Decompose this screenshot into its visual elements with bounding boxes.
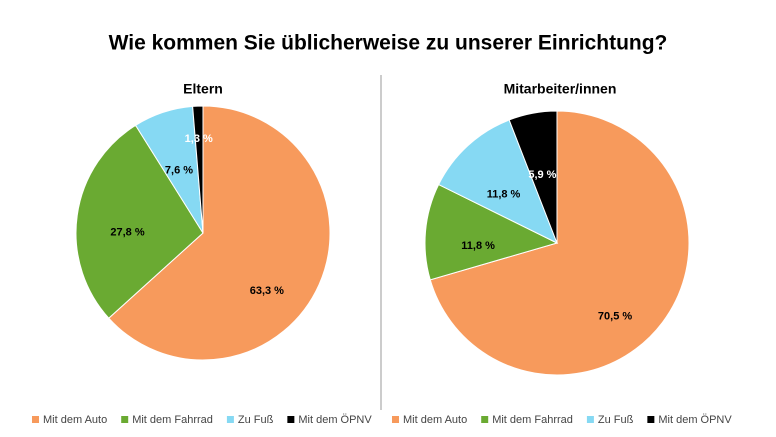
pie-slice [192, 105, 204, 234]
value-label: 63,3 % [250, 285, 284, 297]
legend-swatch [226, 416, 234, 423]
pie-slice [437, 119, 558, 245]
legend-swatch [121, 416, 129, 423]
pie-slice [108, 105, 331, 361]
legend-label: Zu Fuß [238, 414, 274, 426]
legend-label: Mit dem Fahrrad [132, 414, 213, 426]
legend-swatch [481, 416, 489, 423]
value-label: 11,8 % [461, 240, 495, 252]
legend-label: Mit dem Fahrrad [492, 414, 573, 426]
value-label: 11,8 % [487, 188, 521, 200]
value-label: 7,6 % [165, 165, 193, 177]
legend-swatch [32, 416, 39, 423]
value-label: 1,3 % [185, 133, 213, 145]
legend-label: Mit dem ÖPNV [658, 414, 732, 426]
main-title: Wie kommen Sie üblicherweise zu unserer … [109, 32, 668, 55]
value-label: 5,9 % [528, 169, 556, 181]
chart-title: Mitarbeiter/innen [504, 81, 617, 97]
pie-slice [424, 183, 559, 281]
legend-swatch [287, 416, 295, 423]
legend-label: Mit dem Auto [403, 414, 467, 426]
legend-swatch [647, 416, 655, 423]
legend-label: Mit dem ÖPNV [298, 414, 372, 426]
pie-slice [75, 124, 204, 319]
legend-swatch [392, 416, 399, 423]
legend-label: Mit dem Auto [43, 414, 107, 426]
value-label: 70,5 % [598, 310, 632, 322]
chart-title: Eltern [183, 81, 223, 97]
pie-slice [508, 110, 558, 244]
legend-label: Zu Fuß [598, 414, 634, 426]
legend-swatch [586, 416, 594, 423]
pie-slice [429, 110, 690, 376]
value-label: 27,8 % [110, 226, 144, 238]
